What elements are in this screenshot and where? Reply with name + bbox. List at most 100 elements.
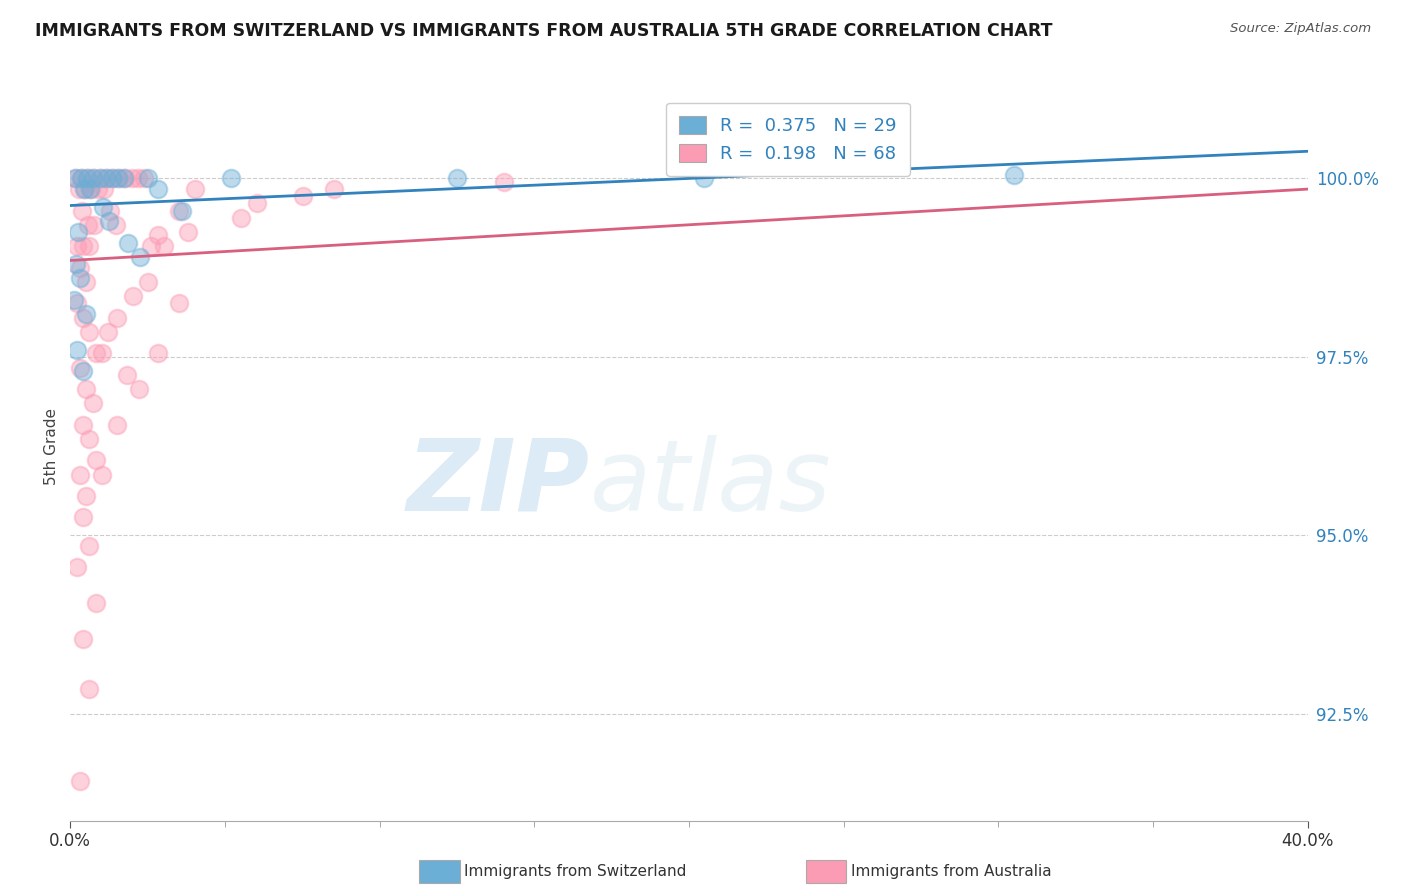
Point <box>86 182 108 196</box>
Point <box>127 171 149 186</box>
Text: Source: ZipAtlas.com: Source: ZipAtlas.com <box>1230 22 1371 36</box>
Text: Immigrants from Australia: Immigrants from Australia <box>851 864 1052 879</box>
Point <box>219 171 242 186</box>
Point <box>322 182 344 196</box>
Point <box>75 307 97 321</box>
Point <box>63 293 86 307</box>
Point <box>84 453 107 467</box>
Point <box>65 171 87 186</box>
Point <box>152 239 174 253</box>
Point <box>67 182 90 196</box>
Point <box>79 182 101 196</box>
Point <box>170 203 193 218</box>
Point <box>91 200 114 214</box>
Text: ZIP: ZIP <box>406 435 591 532</box>
Point <box>90 467 112 482</box>
Point <box>79 239 101 253</box>
Point <box>72 417 94 432</box>
Point <box>72 239 94 253</box>
Point <box>148 182 170 196</box>
Point <box>79 432 101 446</box>
Point <box>69 774 91 789</box>
Point <box>67 225 90 239</box>
Point <box>108 171 131 186</box>
Point <box>66 239 89 253</box>
Point <box>121 289 143 303</box>
Point <box>97 325 120 339</box>
Point <box>446 171 468 186</box>
Point <box>75 182 97 196</box>
Point <box>115 368 138 382</box>
Point <box>177 225 200 239</box>
Point <box>101 171 124 186</box>
Point <box>136 275 159 289</box>
Point <box>70 171 93 186</box>
Point <box>132 171 155 186</box>
Point <box>101 171 124 186</box>
Point <box>70 171 93 186</box>
Point <box>76 171 98 186</box>
Point <box>69 467 91 482</box>
Point <box>117 235 139 250</box>
Point <box>167 296 190 310</box>
Point <box>66 560 89 574</box>
Point <box>146 346 169 360</box>
Point <box>105 310 128 325</box>
Point <box>90 171 112 186</box>
Point <box>114 171 136 186</box>
Point <box>93 182 115 196</box>
Point <box>70 203 93 218</box>
Y-axis label: 5th Grade: 5th Grade <box>44 408 59 484</box>
Point <box>146 228 169 243</box>
Point <box>69 360 91 375</box>
Point <box>167 203 190 218</box>
Point <box>183 182 205 196</box>
Point <box>89 171 111 186</box>
Point <box>82 396 104 410</box>
Point <box>82 171 105 186</box>
Point <box>72 510 94 524</box>
Point <box>84 596 107 610</box>
Point <box>63 171 86 186</box>
Point <box>98 203 121 218</box>
Point <box>141 239 163 253</box>
Point <box>77 218 100 232</box>
Point <box>73 182 96 196</box>
Point <box>96 171 118 186</box>
Point <box>136 171 159 186</box>
Point <box>80 182 103 196</box>
Point <box>79 539 101 553</box>
Point <box>69 271 91 285</box>
Point <box>75 489 97 503</box>
Point <box>75 382 97 396</box>
Point <box>79 325 101 339</box>
Text: atlas: atlas <box>591 435 831 532</box>
Point <box>66 343 89 357</box>
Point <box>114 171 135 186</box>
Point <box>72 310 94 325</box>
Point <box>128 382 150 396</box>
Point <box>83 218 105 232</box>
Point <box>79 681 101 696</box>
Point <box>72 632 94 646</box>
Point <box>94 171 117 186</box>
Point <box>66 296 89 310</box>
Point <box>84 346 107 360</box>
Point <box>105 218 128 232</box>
Point <box>77 171 100 186</box>
Point <box>121 171 143 186</box>
Point <box>105 417 128 432</box>
Point <box>90 346 112 360</box>
Point <box>83 171 105 186</box>
Legend: R =  0.375   N = 29, R =  0.198   N = 68: R = 0.375 N = 29, R = 0.198 N = 68 <box>666 103 910 176</box>
Point <box>245 196 267 211</box>
Point <box>492 175 515 189</box>
Text: Immigrants from Switzerland: Immigrants from Switzerland <box>464 864 686 879</box>
Point <box>291 189 314 203</box>
Point <box>69 260 91 275</box>
Point <box>72 364 94 378</box>
Point <box>107 171 129 186</box>
Point <box>65 257 87 271</box>
Point <box>129 250 152 264</box>
Point <box>693 171 716 186</box>
